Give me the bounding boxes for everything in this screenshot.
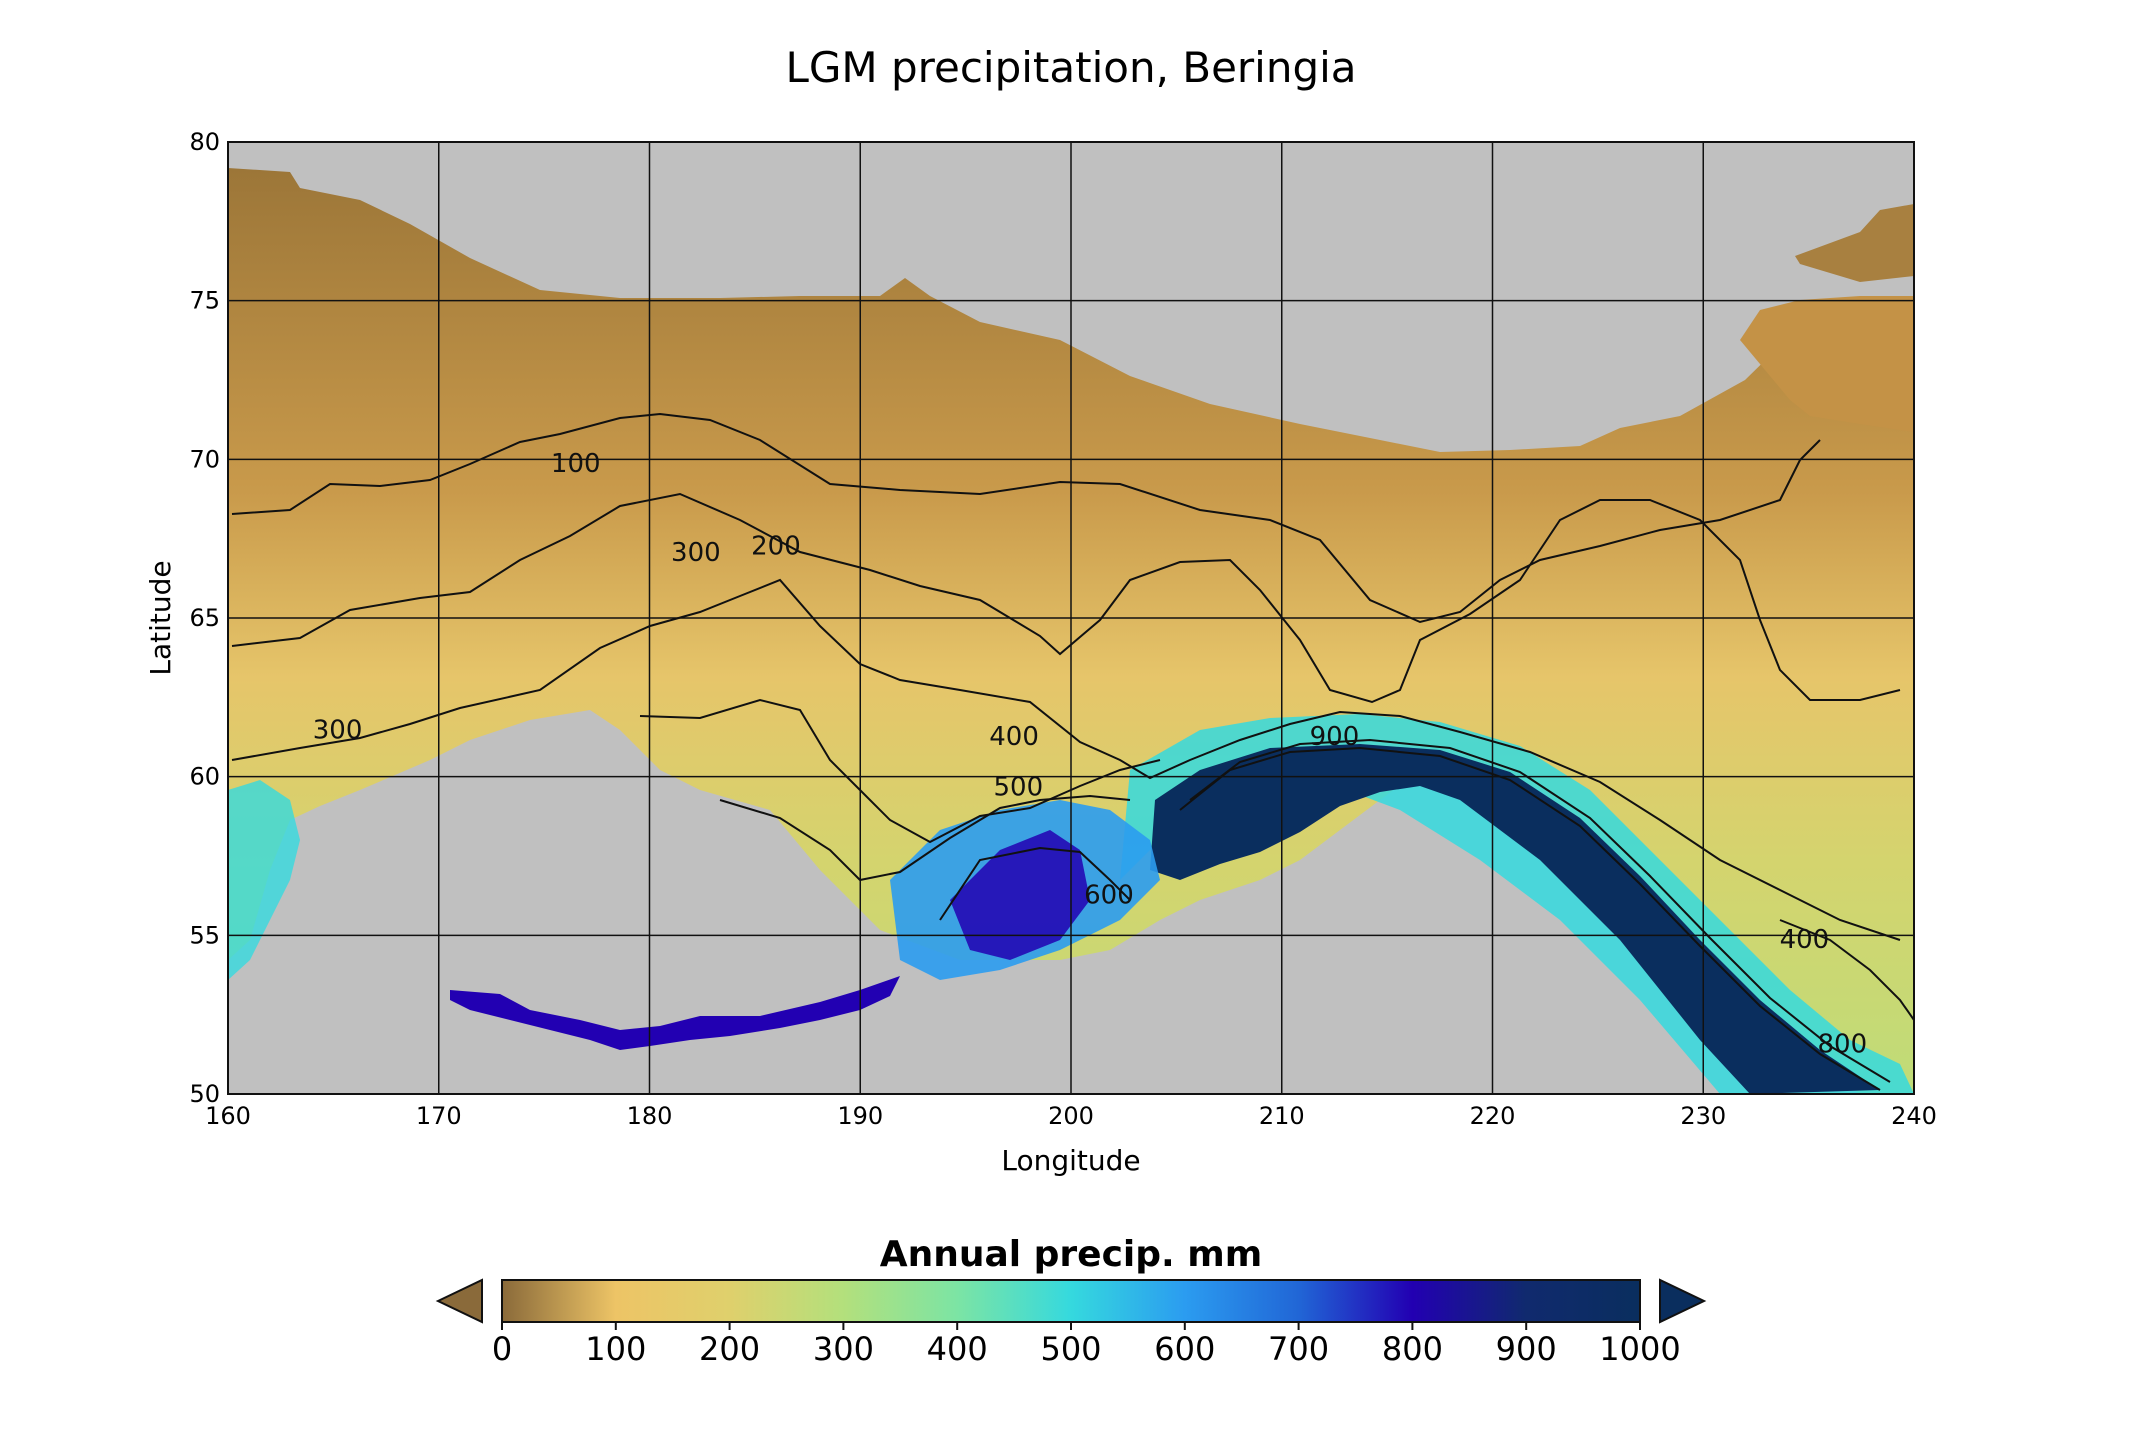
x-axis-label: Longitude — [1001, 1144, 1140, 1177]
colorbar-label: Annual precip. mm — [880, 1234, 1263, 1275]
y-axis-label: Latitude — [144, 560, 177, 675]
colorbar-tick-label: 600 — [1154, 1330, 1215, 1368]
colorbar-tick-label: 500 — [1040, 1330, 1101, 1368]
contour-400 — [639, 698, 1161, 844]
colorbar-under-arrow — [435, 1278, 483, 1324]
contour-label: 300 — [671, 538, 721, 568]
aleutian-islands — [450, 976, 900, 1050]
contour-label: 300 — [313, 716, 363, 746]
y-tick-label: 60 — [189, 763, 220, 791]
contour-label: 400 — [989, 722, 1039, 752]
y-tick-labels: 50 55 60 65 70 75 80 — [189, 128, 220, 1108]
arctic-island — [1795, 204, 1914, 282]
contour-label-layer: 100 200 300 300 400 500 600 900 400 800 — [313, 449, 1868, 1060]
colorbar-tick-label: 0 — [492, 1330, 512, 1368]
colorbar-over-arrow — [1659, 1278, 1707, 1324]
western-coast-wet — [228, 780, 300, 980]
contour-100 — [231, 412, 1821, 624]
colorbar-tick-label: 300 — [813, 1330, 874, 1368]
contour-coast-2 — [1189, 738, 1891, 1083]
contour-se-loop — [1779, 919, 1914, 1021]
coastal-very-wet — [1150, 744, 1880, 1094]
colorbar-tick-label: 200 — [699, 1330, 760, 1368]
colorbar: Annual precip. mm 0 100 200 300 400 500 600 700… — [435, 1234, 1707, 1368]
colorbar-tick-label: 900 — [1496, 1330, 1557, 1368]
y-tick-label: 65 — [189, 604, 220, 632]
contour-label: 100 — [551, 449, 601, 479]
x-tick-label: 230 — [1680, 1102, 1726, 1130]
contour-500 — [719, 794, 1131, 882]
map-area: 100 200 300 300 400 500 600 900 400 800 — [228, 142, 1914, 1094]
chart-title: LGM precipitation, Beringia — [785, 43, 1356, 92]
y-tick-label: 80 — [189, 128, 220, 156]
x-tick-label: 210 — [1259, 1102, 1305, 1130]
contour-label: 600 — [1084, 881, 1134, 911]
contour-label: 900 — [1310, 722, 1360, 752]
x-tick-labels: 160 170 180 190 200 210 220 230 240 — [205, 1102, 1937, 1130]
x-tick-label: 220 — [1470, 1102, 1516, 1130]
contour-600 — [939, 846, 1131, 921]
contour-200 — [231, 492, 1901, 704]
contour-label: 800 — [1818, 1030, 1868, 1060]
x-tick-label: 170 — [416, 1102, 462, 1130]
x-tick-label: 200 — [1048, 1102, 1094, 1130]
peninsula-very-wet-zone — [950, 830, 1090, 960]
y-tick-label: 75 — [189, 287, 220, 315]
colorbar-tick-label: 400 — [927, 1330, 988, 1368]
x-tick-label: 240 — [1891, 1102, 1937, 1130]
grid-lines — [228, 142, 1914, 1094]
x-tick-label: 160 — [205, 1102, 251, 1130]
colorbar-tick-labels: 0 100 200 300 400 500 600 700 800 900 1000 — [492, 1322, 1681, 1368]
colorbar-tick-label: 1000 — [1599, 1330, 1680, 1368]
contour-label: 200 — [751, 532, 801, 562]
contour-coast-1 — [1179, 746, 1881, 1091]
x-tick-label: 180 — [627, 1102, 673, 1130]
map-frame — [227, 141, 1915, 1095]
contour-lines — [231, 412, 1914, 1091]
y-tick-label: 70 — [189, 445, 220, 473]
contour-label: 500 — [993, 773, 1043, 803]
colorbar-gradient — [501, 1279, 1641, 1323]
colorbar-tick-label: 800 — [1382, 1330, 1443, 1368]
colorbar-tick-label: 100 — [585, 1330, 646, 1368]
contour-label: 400 — [1780, 925, 1830, 955]
colorbar-tick-label: 700 — [1268, 1330, 1329, 1368]
arctic-island — [1740, 296, 1914, 432]
x-tick-label: 190 — [837, 1102, 883, 1130]
y-tick-label: 55 — [189, 921, 220, 949]
y-tick-label: 50 — [189, 1080, 220, 1108]
